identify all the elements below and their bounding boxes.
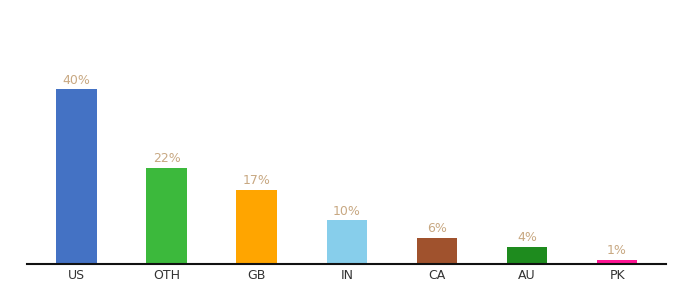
- Bar: [326, 220, 367, 264]
- Text: 4%: 4%: [517, 231, 537, 244]
- Bar: [417, 238, 457, 264]
- Text: 22%: 22%: [153, 152, 180, 165]
- Text: 17%: 17%: [243, 174, 271, 187]
- Bar: [507, 247, 547, 264]
- Text: 40%: 40%: [63, 74, 90, 87]
- Bar: [597, 260, 637, 264]
- Text: 1%: 1%: [607, 244, 627, 257]
- Text: 10%: 10%: [333, 205, 360, 218]
- Bar: [146, 168, 187, 264]
- Bar: [237, 190, 277, 264]
- Bar: [56, 89, 97, 264]
- Text: 6%: 6%: [427, 222, 447, 235]
